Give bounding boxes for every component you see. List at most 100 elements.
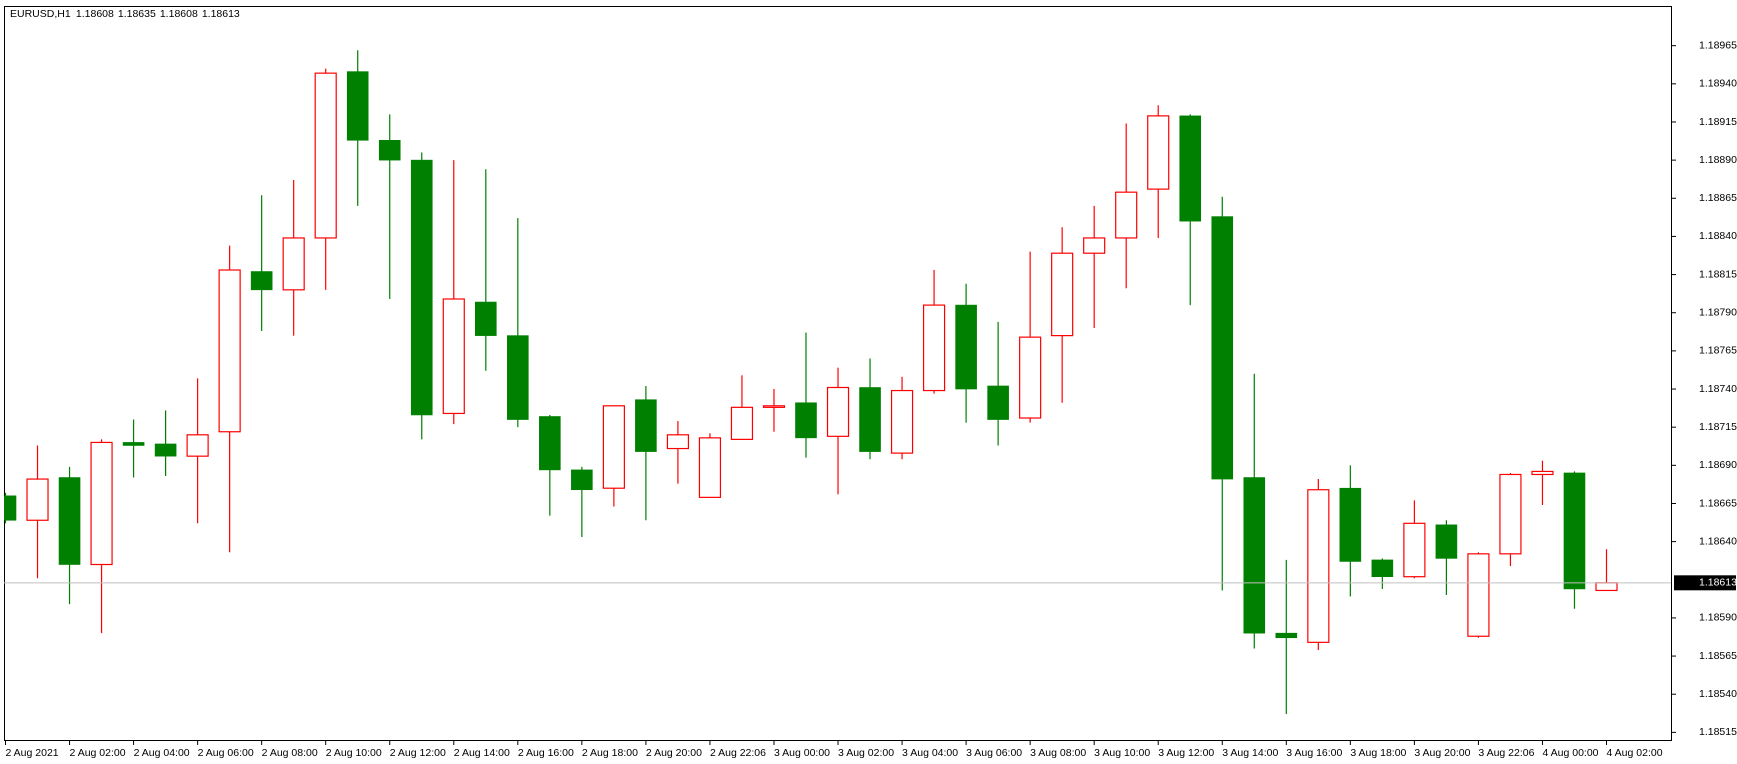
x-tick-label: 2 Aug 10:00 xyxy=(326,747,382,759)
candle-body xyxy=(922,304,946,392)
candle-body xyxy=(1115,191,1138,239)
y-tick-label: 1.18740 xyxy=(1699,383,1737,395)
candle-body xyxy=(795,402,817,439)
y-tick-label: 1.18865 xyxy=(1699,192,1737,204)
x-tick-label: 3 Aug 14:00 xyxy=(1222,747,1278,759)
y-tick-label: 1.18815 xyxy=(1699,268,1737,280)
plot-area xyxy=(4,50,1671,715)
candle-body xyxy=(602,405,625,489)
x-tick-label: 3 Aug 20:00 xyxy=(1414,747,1470,759)
candle-body xyxy=(90,441,113,566)
candle-body xyxy=(154,443,177,457)
y-tick-label: 1.18665 xyxy=(1699,497,1737,509)
y-tick-label: 1.18840 xyxy=(1699,230,1737,242)
candle-body xyxy=(1211,216,1234,480)
x-tick-label: 2 Aug 14:00 xyxy=(454,747,510,759)
x-tick-label: 3 Aug 12:00 xyxy=(1158,747,1214,759)
y-tick-label: 1.18540 xyxy=(1699,688,1737,700)
candle-body xyxy=(890,389,914,454)
x-tick-label: 2 Aug 02:00 xyxy=(70,747,126,759)
candle-body xyxy=(122,442,145,446)
candle-body xyxy=(1403,522,1426,578)
candle-body xyxy=(250,271,273,291)
candle-body xyxy=(218,269,241,433)
candle-body xyxy=(1339,487,1362,562)
candle-body xyxy=(730,406,754,440)
candle-body xyxy=(635,399,657,452)
candle-body xyxy=(571,469,593,491)
x-tick-label: 2 Aug 08:00 xyxy=(262,747,318,759)
candle-body xyxy=(859,387,881,452)
candle-body xyxy=(1499,473,1522,555)
candle-body xyxy=(507,335,529,420)
candle-body xyxy=(346,71,369,141)
x-tick-label: 3 Aug 02:00 xyxy=(838,747,894,759)
candle-body xyxy=(410,159,433,416)
y-tick-label: 1.18640 xyxy=(1699,535,1737,547)
x-tick-label: 3 Aug 18:00 xyxy=(1350,747,1406,759)
symbol: EURUSD,H1 xyxy=(10,8,71,20)
y-tick-label: 1.18790 xyxy=(1699,307,1737,319)
candle-body xyxy=(539,416,561,471)
x-tick-label: 3 Aug 16:00 xyxy=(1286,747,1342,759)
x-tick-label: 4 Aug 02:00 xyxy=(1607,747,1663,759)
y-tick-label: 1.18590 xyxy=(1699,612,1737,624)
candle-body xyxy=(58,477,81,565)
x-tick-label: 3 Aug 08:00 xyxy=(1030,747,1086,759)
candle-body xyxy=(1019,336,1042,419)
candle-body xyxy=(1275,632,1298,639)
y-tick-label: 1.18715 xyxy=(1699,421,1737,433)
y-tick-label: 1.18565 xyxy=(1699,650,1737,662)
candle-body xyxy=(378,139,401,161)
current-price-label: 1.18613 xyxy=(1699,577,1737,589)
candle-body xyxy=(442,298,465,415)
y-tick-label: 1.18765 xyxy=(1699,345,1737,357)
x-tick-label: 3 Aug 22:06 xyxy=(1478,747,1534,759)
x-tick-label: 4 Aug 00:00 xyxy=(1542,747,1598,759)
candle-body xyxy=(1307,489,1330,643)
y-tick-label: 1.18915 xyxy=(1699,116,1737,128)
y-tick-label: 1.18965 xyxy=(1699,39,1737,51)
y-tick-label: 1.18940 xyxy=(1699,78,1737,90)
candle-body xyxy=(314,72,337,239)
candle-body xyxy=(826,386,850,437)
candle-body xyxy=(1243,477,1266,634)
x-tick-label: 3 Aug 00:00 xyxy=(774,747,830,759)
x-tick-label: 2 Aug 12:00 xyxy=(390,747,446,759)
candle-body xyxy=(1595,582,1618,592)
x-tick-label: 2 Aug 2021 xyxy=(6,747,59,759)
candle-body xyxy=(698,437,722,498)
x-tick-label: 2 Aug 04:00 xyxy=(134,747,190,759)
current-price-box xyxy=(1674,575,1736,591)
candle-body xyxy=(1531,470,1554,476)
candle-body xyxy=(1179,115,1202,222)
candle-body xyxy=(1435,524,1458,559)
candle-body xyxy=(1051,252,1074,337)
x-tick-label: 3 Aug 10:00 xyxy=(1094,747,1150,759)
candle-body xyxy=(186,434,209,457)
x-tick-label: 2 Aug 20:00 xyxy=(646,747,702,759)
header-close: 1.18613 xyxy=(202,8,240,20)
header-low: 1.18608 xyxy=(160,8,198,20)
candle-body xyxy=(955,304,977,390)
candle-body xyxy=(666,434,690,450)
candle-body xyxy=(282,237,305,291)
candle-body xyxy=(987,385,1009,420)
candle-body xyxy=(26,478,49,521)
candle-body xyxy=(762,405,786,408)
x-tick-label: 2 Aug 16:00 xyxy=(518,747,574,759)
y-tick-label: 1.18515 xyxy=(1699,726,1737,738)
candle-body xyxy=(1467,553,1490,637)
x-tick-label: 2 Aug 06:00 xyxy=(198,747,254,759)
x-tick-label: 3 Aug 06:00 xyxy=(966,747,1022,759)
x-tick-label: 2 Aug 22:06 xyxy=(710,747,766,759)
candle-body xyxy=(1371,559,1394,578)
y-tick-label: 1.18690 xyxy=(1699,459,1737,471)
candle-body xyxy=(1083,237,1106,254)
x-tick-label: 3 Aug 04:00 xyxy=(902,747,958,759)
candle-body xyxy=(1563,472,1586,590)
x-tick-label: 2 Aug 18:00 xyxy=(582,747,638,759)
header-open: 1.18608 xyxy=(76,8,114,20)
